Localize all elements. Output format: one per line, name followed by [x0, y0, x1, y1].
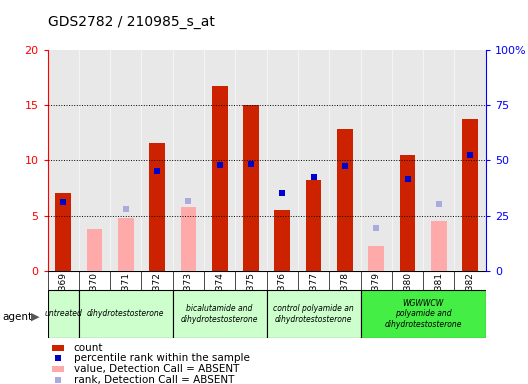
- Bar: [361, 290, 486, 338]
- Text: rank, Detection Call = ABSENT: rank, Detection Call = ABSENT: [74, 374, 234, 384]
- Bar: [463, 119, 478, 271]
- Text: GDS2782 / 210985_s_at: GDS2782 / 210985_s_at: [48, 15, 214, 29]
- Text: value, Detection Call = ABSENT: value, Detection Call = ABSENT: [74, 364, 239, 374]
- Text: untreated: untreated: [44, 310, 82, 318]
- Bar: [173, 290, 267, 338]
- Bar: [79, 290, 173, 338]
- Bar: [243, 105, 259, 271]
- Text: control polyamide an
dihydrotestosterone: control polyamide an dihydrotestosterone: [273, 304, 354, 324]
- Bar: [369, 247, 384, 271]
- Bar: [306, 180, 322, 271]
- Bar: [337, 129, 353, 271]
- Bar: [431, 221, 447, 271]
- Text: ▶: ▶: [31, 312, 39, 322]
- Bar: [212, 86, 228, 271]
- Bar: [55, 194, 71, 271]
- Bar: [48, 290, 79, 338]
- Bar: [52, 345, 64, 351]
- Text: agent: agent: [3, 312, 33, 322]
- Text: bicalutamide and
dihydrotestosterone: bicalutamide and dihydrotestosterone: [181, 304, 258, 324]
- Bar: [87, 229, 102, 271]
- Bar: [118, 218, 134, 271]
- Text: WGWWCW
polyamide and
dihydrotestosterone: WGWWCW polyamide and dihydrotestosterone: [384, 299, 462, 329]
- Text: count: count: [74, 343, 103, 353]
- Bar: [52, 366, 64, 372]
- Bar: [400, 155, 416, 271]
- Text: percentile rank within the sample: percentile rank within the sample: [74, 353, 250, 363]
- Bar: [149, 143, 165, 271]
- Bar: [267, 290, 361, 338]
- Text: dihydrotestosterone: dihydrotestosterone: [87, 310, 165, 318]
- Bar: [181, 207, 196, 271]
- Bar: [275, 210, 290, 271]
